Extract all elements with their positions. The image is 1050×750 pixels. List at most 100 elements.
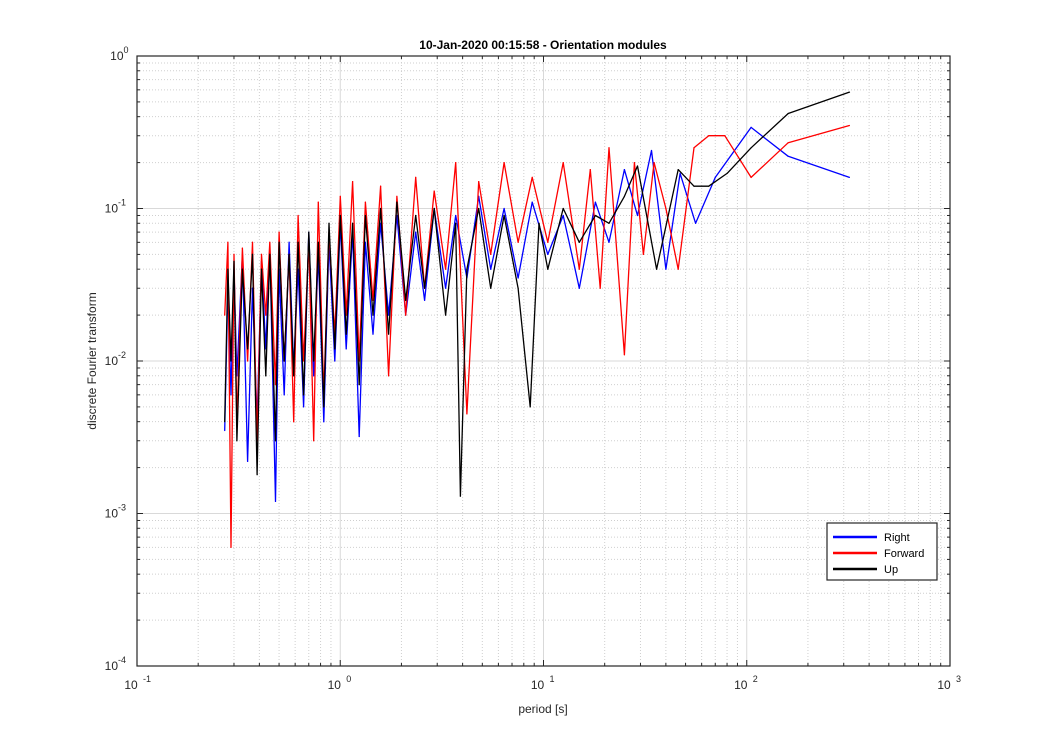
data-point-right <box>358 435 360 438</box>
data-point-forward <box>274 384 277 386</box>
data-point-up <box>265 375 267 377</box>
x-tick-label: 10 <box>531 678 545 692</box>
legend-label-up: Up <box>884 564 898 576</box>
data-point-forward <box>466 413 468 415</box>
data-point-up <box>693 185 695 187</box>
data-point-up <box>288 253 290 255</box>
data-point-forward <box>269 241 271 243</box>
data-point-up <box>547 268 549 270</box>
data-point-right <box>787 155 789 157</box>
data-point-forward <box>616 253 618 255</box>
data-point-forward <box>227 241 229 243</box>
data-point-up <box>562 207 564 210</box>
data-point-forward <box>396 195 398 197</box>
data-point-right <box>372 333 374 335</box>
data-point-up <box>278 241 280 243</box>
data-point-forward <box>265 314 267 316</box>
x-tick-label-exponent: 1 <box>550 674 555 684</box>
y-tick-label: 10 <box>105 507 119 521</box>
data-point-up <box>251 253 254 255</box>
data-point-forward <box>724 135 726 137</box>
data-point-right <box>636 214 639 217</box>
data-point-forward <box>247 360 249 362</box>
y-tick-label: 10 <box>105 659 119 673</box>
data-point-right <box>623 169 626 171</box>
data-point-right <box>594 201 597 203</box>
data-point-up <box>345 333 347 335</box>
data-point-up <box>274 440 277 442</box>
data-point-right <box>334 360 336 362</box>
data-point-up <box>677 169 679 171</box>
data-point-up <box>848 91 851 93</box>
data-point-right <box>415 231 417 233</box>
data-point-up <box>478 207 480 210</box>
x-tick-label: 10 <box>937 678 951 692</box>
data-point-forward <box>388 375 390 377</box>
data-point-right <box>274 500 277 502</box>
data-point-up <box>236 440 238 442</box>
x-tick-label-exponent: -1 <box>143 674 151 684</box>
legend-box <box>826 522 938 581</box>
data-point-forward <box>677 268 679 270</box>
plot-frame <box>136 55 951 667</box>
data-point-up <box>339 214 341 217</box>
data-point-up <box>636 165 639 167</box>
data-point-forward <box>608 147 610 149</box>
data-point-forward <box>445 268 447 270</box>
data-point-up <box>364 214 366 217</box>
data-point-up <box>328 222 330 224</box>
data-point-up <box>529 406 531 408</box>
data-point-up <box>358 384 360 386</box>
data-point-up <box>490 287 492 289</box>
x-axis-label: period [s] <box>518 702 567 716</box>
data-point-right <box>665 268 667 270</box>
y-tick-label-exponent: -4 <box>118 655 126 665</box>
data-point-right <box>388 314 390 316</box>
data-point-right <box>503 207 505 210</box>
data-point-forward <box>224 314 226 316</box>
data-point-right <box>283 394 285 396</box>
x-tick-label: 10 <box>734 678 748 692</box>
data-point-up <box>308 231 310 233</box>
data-point-right <box>224 429 226 432</box>
data-point-right <box>230 394 232 396</box>
data-point-up <box>656 268 658 270</box>
data-point-up <box>455 222 457 224</box>
data-point-forward <box>517 241 519 243</box>
data-point-right <box>364 241 366 243</box>
data-point-up <box>323 406 325 408</box>
data-point-forward <box>547 241 549 243</box>
data-point-up <box>608 222 610 224</box>
data-point-up <box>623 195 626 197</box>
y-tick-label: 10 <box>110 49 124 63</box>
data-point-right <box>445 287 447 289</box>
data-point-up <box>241 268 243 270</box>
y-tick-label: 10 <box>105 354 119 368</box>
data-point-up <box>517 287 519 289</box>
series-layer <box>224 91 851 548</box>
data-point-up <box>233 260 235 262</box>
data-point-up <box>230 360 232 362</box>
data-point-forward <box>339 195 341 197</box>
data-point-up <box>787 112 789 115</box>
data-point-forward <box>623 354 626 356</box>
data-point-up <box>459 495 461 497</box>
y-tick-label-exponent: -1 <box>118 198 126 208</box>
data-point-forward <box>433 190 435 192</box>
data-point-up <box>726 172 728 174</box>
data-point-forward <box>303 360 305 362</box>
data-point-forward <box>531 176 533 178</box>
data-point-up <box>445 314 447 316</box>
data-point-right <box>650 149 653 152</box>
data-point-forward <box>260 253 263 255</box>
data-point-up <box>313 360 315 362</box>
data-point-right <box>323 421 325 423</box>
data-point-up <box>538 222 540 224</box>
data-point-up <box>352 222 354 224</box>
data-point-right <box>288 241 290 243</box>
data-point-up <box>405 299 407 301</box>
data-point-forward <box>364 201 366 203</box>
data-point-right <box>531 201 533 203</box>
data-point-forward <box>372 299 374 301</box>
data-point-forward <box>455 162 457 164</box>
